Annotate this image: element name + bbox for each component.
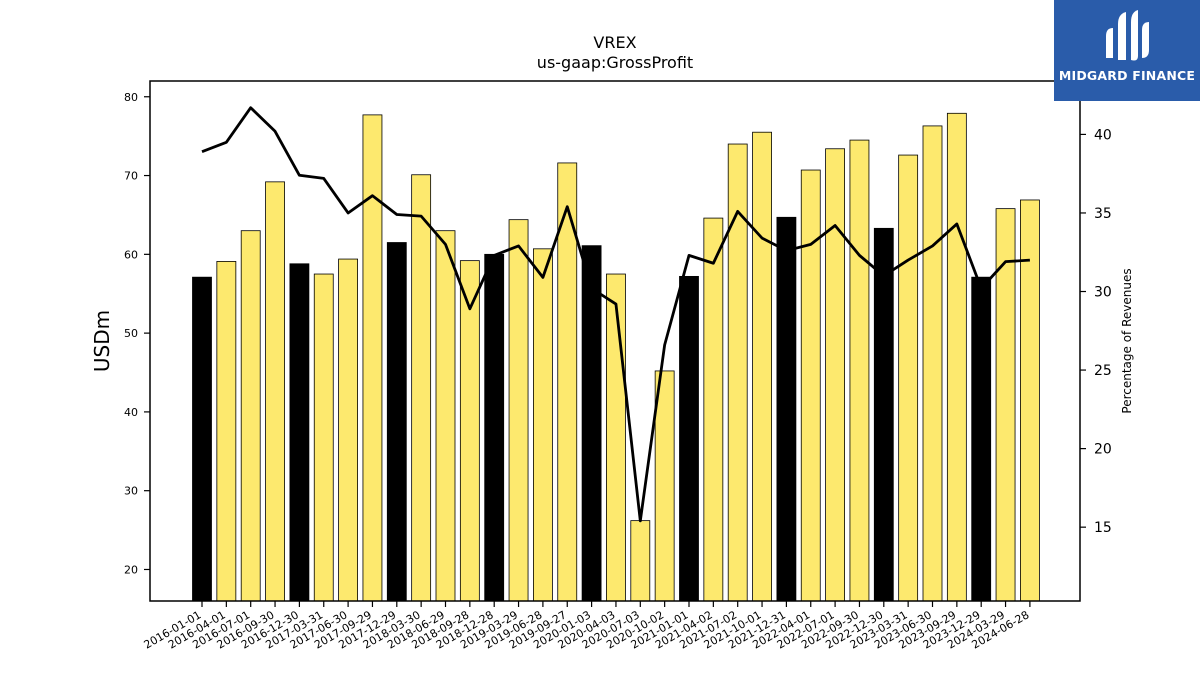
bar-2023-06-30 (922, 125, 943, 602)
bar-2019-06-28 (533, 248, 553, 602)
bar-2019-03-29 (508, 219, 529, 602)
bar-2020-10-02 (654, 370, 675, 602)
y2-tick-label-40: 40 (1094, 127, 1112, 143)
x-axis: 2016-01-012016-04-012016-07-012016-09-30… (142, 601, 1031, 652)
bar-group (192, 112, 1040, 602)
bar-2020-07-03 (630, 520, 651, 602)
left-axis: 20 30 40 50 60 70 80 (124, 91, 150, 576)
bar-2017-09-29 (362, 114, 383, 602)
bar-2022-12-30 (873, 227, 894, 602)
y2-tick-label-30: 30 (1094, 285, 1112, 301)
bar-2016-07-01 (240, 230, 261, 602)
bar-2018-03-30 (411, 174, 432, 602)
bar-2023-12-29 (971, 276, 992, 602)
y2-tick-label-25: 25 (1094, 363, 1112, 379)
bar-2017-03-31 (313, 273, 334, 602)
y-tick-label-30: 30 (124, 485, 138, 498)
bar-2020-04-03 (606, 273, 626, 602)
y2-tick-label-35: 35 (1094, 206, 1112, 222)
bar-2022-09-30 (849, 139, 870, 602)
bar-2016-01-01 (192, 276, 212, 602)
right-axis: 15 20 25 30 35 40 (1080, 127, 1112, 536)
bar-2021-04-02 (703, 217, 724, 602)
y2-axis-label: Percentage of Revenues (1120, 268, 1134, 413)
bar-2017-06-30 (338, 258, 359, 602)
bar-2018-06-29 (435, 230, 456, 602)
bar-2021-01-01 (679, 275, 699, 602)
bar-2023-09-29 (946, 112, 967, 602)
bar-2022-07-01 (825, 148, 845, 602)
bar-2017-12-29 (386, 242, 407, 602)
brand-logo: MIDGARD FINANCE (1054, 0, 1200, 101)
y2-tick-label-20: 20 (1094, 442, 1112, 458)
y2-tick-label-15: 15 (1094, 520, 1112, 536)
midgard-logo-icon (1106, 10, 1149, 61)
bar-2018-09-28 (459, 260, 480, 602)
bar-2021-12-31 (776, 216, 797, 602)
chart-title: VREX (593, 33, 636, 52)
bar-2018-12-28 (484, 253, 505, 602)
y-tick-label-60: 60 (124, 248, 138, 261)
line-group (201, 106, 1030, 523)
bar-2020-01-03 (581, 245, 602, 602)
bar-2022-04-01 (800, 169, 821, 602)
y-axis-label: USDm (90, 310, 114, 372)
percentage-of-revenues-line (201, 106, 1030, 523)
brand-name: MIDGARD FINANCE (1058, 68, 1196, 83)
y-tick-label-50: 50 (124, 327, 138, 340)
y-tick-label-20: 20 (124, 563, 138, 576)
bar-2016-12-30 (289, 263, 310, 602)
bar-2021-10-01 (752, 131, 772, 602)
bar-2023-03-31 (898, 154, 919, 602)
y-tick-label-70: 70 (124, 170, 138, 183)
y-tick-label-80: 80 (124, 91, 138, 104)
y-tick-label-40: 40 (124, 406, 138, 419)
bar-2016-09-30 (265, 181, 285, 602)
bar-2016-04-01 (216, 261, 237, 602)
chart-subtitle: us-gaap:GrossProfit (537, 53, 693, 72)
plot-frame (149, 80, 1081, 602)
